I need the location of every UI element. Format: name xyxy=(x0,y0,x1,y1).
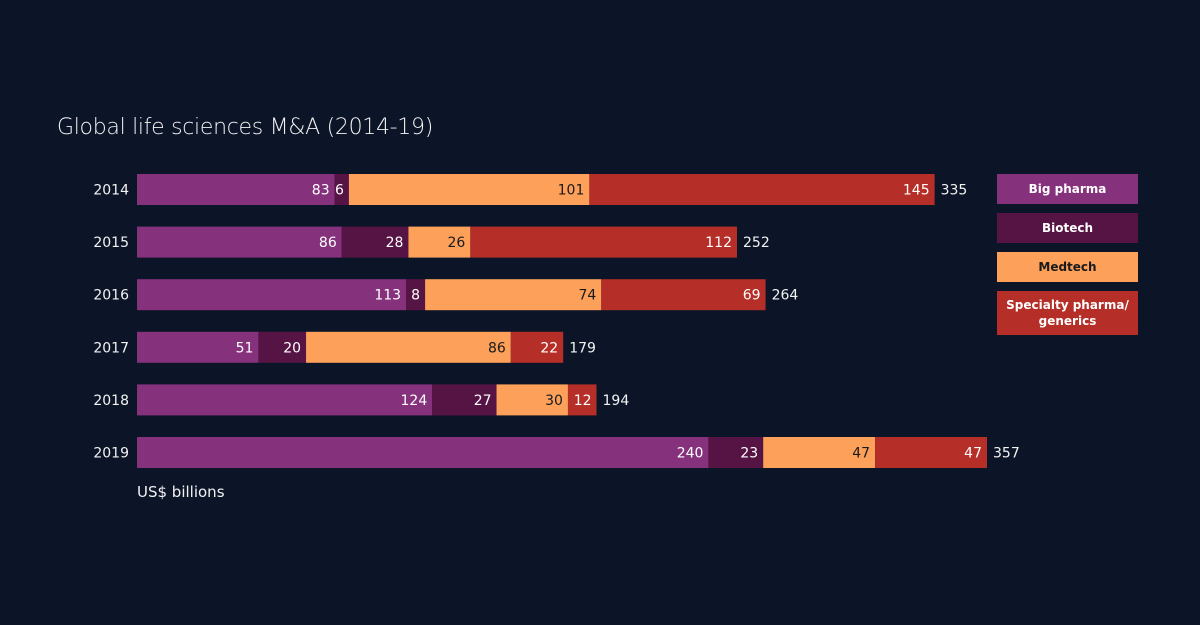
total-label: 252 xyxy=(743,235,770,251)
data-label: 113 xyxy=(374,288,401,304)
total-label: 194 xyxy=(603,393,630,409)
bar-segment-biotech xyxy=(258,331,307,363)
data-label: 69 xyxy=(743,288,761,304)
bar-segment-medtech xyxy=(425,279,602,311)
data-label: 27 xyxy=(474,393,492,409)
bar-segment-specialty-pharma-generics xyxy=(601,279,766,311)
bar-segment-specialty-pharma-generics xyxy=(875,437,987,468)
bar-segment-big-pharma xyxy=(137,384,433,416)
category-label: 2016 xyxy=(93,288,129,304)
data-label: 8 xyxy=(411,288,420,304)
bar-segment-medtech xyxy=(496,384,568,416)
data-label: 23 xyxy=(740,446,758,462)
data-label: 112 xyxy=(705,235,732,251)
data-label: 26 xyxy=(448,235,466,251)
legend-item: Biotech xyxy=(997,213,1138,243)
legend-item: Big pharma xyxy=(997,174,1138,204)
category-label: 2014 xyxy=(93,183,129,199)
data-label: 12 xyxy=(574,393,592,409)
data-label: 51 xyxy=(236,340,254,356)
bar-segment-medtech xyxy=(763,437,876,468)
bar-segment-big-pharma xyxy=(137,226,342,258)
bar-segment-medtech xyxy=(306,331,511,363)
data-label: 22 xyxy=(540,340,558,356)
data-label: 47 xyxy=(852,446,870,462)
bar-segment-biotech xyxy=(708,437,764,468)
data-label: 6 xyxy=(335,183,344,199)
total-label: 264 xyxy=(772,288,799,304)
bar-segment-medtech xyxy=(408,226,471,258)
data-label: 28 xyxy=(386,235,404,251)
data-label: 124 xyxy=(401,393,428,409)
bar-segment-specialty-pharma-generics xyxy=(567,384,597,416)
bar-segment-biotech xyxy=(406,279,426,311)
data-label: 86 xyxy=(319,235,337,251)
legend: Big pharma Biotech Medtech Specialty pharma… xyxy=(997,174,1138,344)
category-label: 2015 xyxy=(93,235,129,251)
total-label: 335 xyxy=(941,183,968,199)
legend-item: Specialty pharma/ generics xyxy=(997,291,1138,335)
category-label: 2017 xyxy=(93,340,129,356)
data-label: 47 xyxy=(964,446,982,462)
data-label: 74 xyxy=(578,288,596,304)
data-label: 145 xyxy=(903,183,930,199)
legend-item: Medtech xyxy=(997,252,1138,282)
bar-segment-medtech xyxy=(348,174,590,205)
bar-segment-biotech xyxy=(432,384,497,416)
total-label: 357 xyxy=(993,446,1020,462)
bar-segment-specialty-pharma-generics xyxy=(470,226,737,258)
bar-segment-biotech xyxy=(334,174,349,205)
bar-segment-big-pharma xyxy=(137,174,335,205)
data-label: 240 xyxy=(677,446,704,462)
data-label: 86 xyxy=(488,340,506,356)
bar-segment-specialty-pharma-generics xyxy=(510,331,564,363)
data-label: 101 xyxy=(558,183,585,199)
data-label: 20 xyxy=(283,340,301,356)
data-label: 30 xyxy=(545,393,563,409)
chart-title: Global life sciences M&A (2014-19) xyxy=(57,115,433,140)
bar-segment-big-pharma xyxy=(137,437,709,468)
data-label: 83 xyxy=(312,183,330,199)
bar-segment-big-pharma xyxy=(137,279,407,311)
bar-segment-biotech xyxy=(341,226,409,258)
category-label: 2018 xyxy=(93,393,129,409)
total-label: 179 xyxy=(569,340,596,356)
category-label: 2019 xyxy=(93,446,129,462)
bar-segment-big-pharma xyxy=(137,331,259,363)
axis-unit-label: US$ billions xyxy=(137,483,225,501)
bar-segment-specialty-pharma-generics xyxy=(589,174,935,205)
